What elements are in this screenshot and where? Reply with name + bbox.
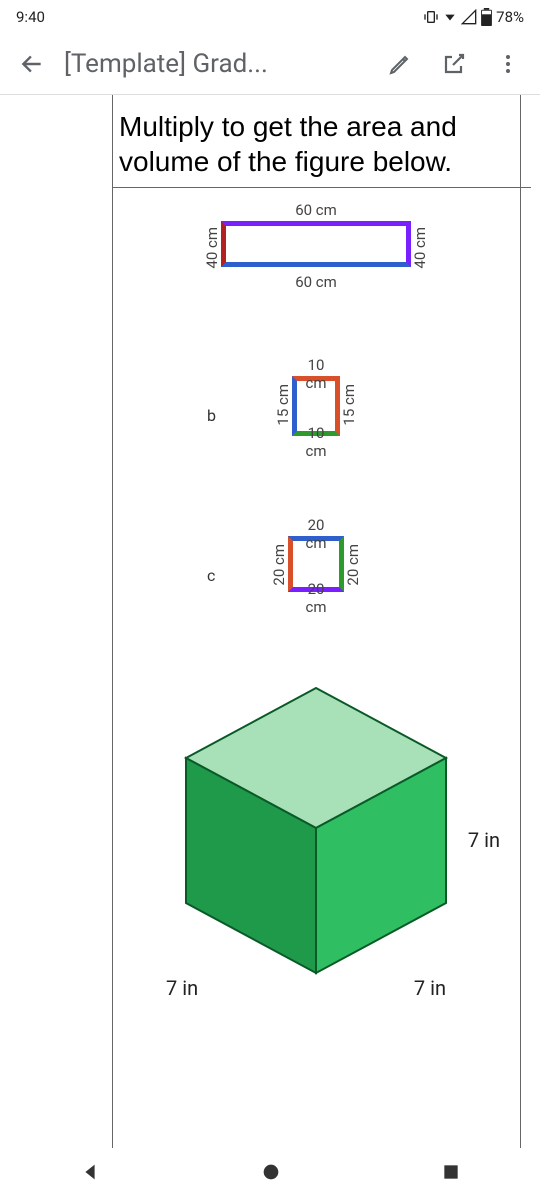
figB-row-letter: b — [207, 406, 216, 425]
figC-row-letter: c — [207, 566, 215, 585]
figure-c-block: c 20 cm 20 cm 20 cm 20 cm — [113, 518, 519, 596]
arrow-left-icon — [19, 51, 45, 77]
nav-recent-icon — [441, 1162, 461, 1182]
status-icons: 78% — [423, 8, 524, 26]
nav-home-button[interactable] — [260, 1161, 282, 1187]
cube-label-front: 7 in — [414, 976, 446, 1000]
status-time: 9:40 — [16, 8, 45, 26]
signal-icon — [461, 9, 477, 25]
edit-button[interactable] — [378, 42, 422, 86]
cube-label-right: 7 in — [468, 828, 500, 852]
nav-back-icon — [79, 1161, 101, 1183]
pencil-icon — [388, 52, 412, 76]
nav-home-icon — [260, 1161, 282, 1183]
figC-right-label: 20 cm — [344, 544, 362, 586]
figB-top-label: 10 cm — [304, 356, 328, 392]
instruction-text: Multiply to get the area and volume of t… — [113, 105, 531, 188]
cube-block: 7 in 7 in 7 in — [113, 678, 519, 982]
figA-top-label: 60 cm — [295, 201, 337, 219]
cube-figure — [176, 678, 456, 978]
more-button[interactable] — [486, 42, 530, 86]
figB-bottom-label: 10 cm — [304, 424, 328, 460]
page-title: [Template] Grad... — [64, 49, 368, 79]
status-bar: 9:40 78% — [0, 0, 540, 34]
figA-bottom-label: 60 cm — [295, 273, 337, 291]
document-area: Multiply to get the area and volume of t… — [0, 95, 540, 1188]
figure-b-block: b 10 cm 10 cm 15 cm 15 cm — [113, 358, 519, 440]
nav-recent-button[interactable] — [441, 1162, 461, 1186]
android-nav-bar — [0, 1148, 540, 1200]
back-button[interactable] — [10, 42, 54, 86]
battery-text: 78% — [496, 8, 524, 26]
cube-label-left: 7 in — [166, 976, 198, 1000]
figure-a-block: 60 cm 60 cm 40 cm 40 cm — [113, 203, 519, 271]
open-external-button[interactable] — [432, 42, 476, 86]
more-vert-icon — [496, 52, 520, 76]
figB-left-label: 15 cm — [274, 384, 292, 426]
figC-top-label: 20 cm — [302, 516, 330, 552]
app-bar: [Template] Grad... — [0, 34, 540, 94]
dropdown-icon — [443, 10, 457, 24]
figure-a-rect — [221, 221, 411, 267]
battery-icon — [481, 8, 492, 26]
open-external-icon — [442, 52, 466, 76]
vibrate-icon — [423, 9, 439, 25]
figC-left-label: 20 cm — [270, 544, 288, 586]
figures-area: 60 cm 60 cm 40 cm 40 cm b 10 cm 10 cm 15… — [0, 188, 540, 1188]
figB-right-label: 15 cm — [340, 384, 358, 426]
figC-bottom-label: 20 cm — [302, 580, 330, 616]
nav-back-button[interactable] — [79, 1161, 101, 1187]
figA-right-label: 40 cm — [411, 227, 429, 269]
figA-left-label: 40 cm — [203, 227, 221, 269]
